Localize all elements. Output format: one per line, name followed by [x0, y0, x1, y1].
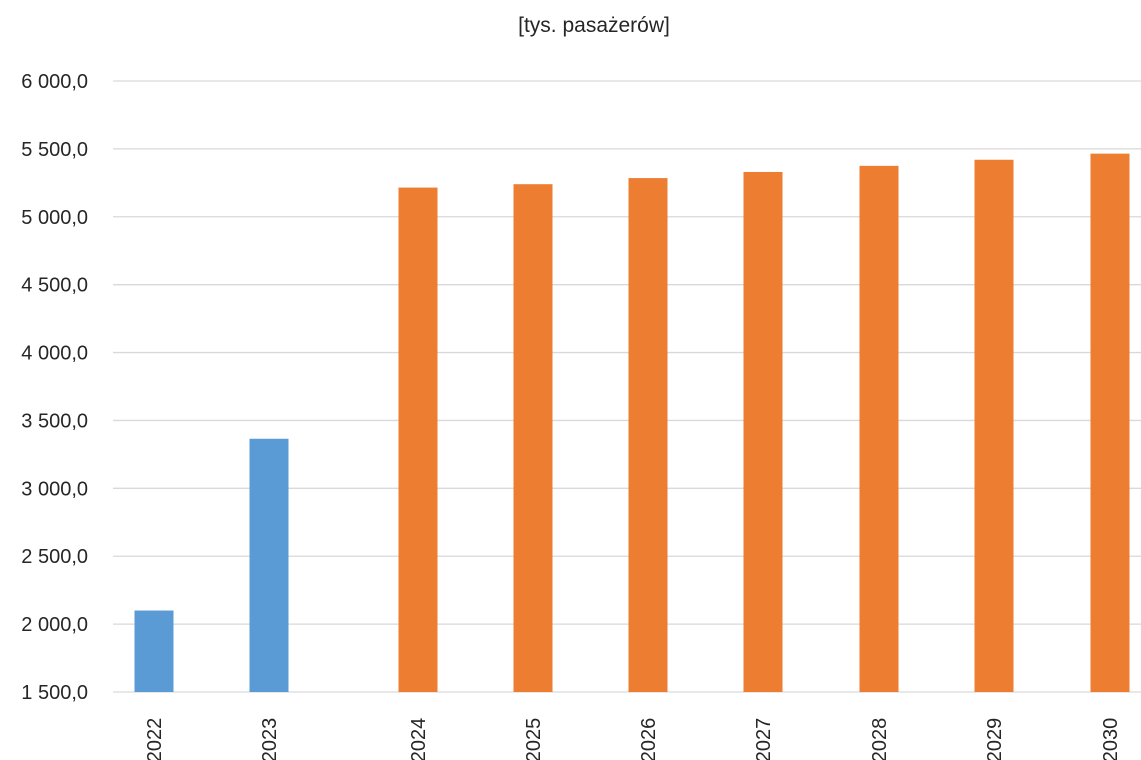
x-tick-label: 2026: [638, 718, 660, 760]
x-tick-label: 2027: [753, 718, 775, 760]
bar-2025: [513, 184, 553, 693]
y-tick-label: 5 500,0: [21, 139, 88, 161]
x-tick-label: 2028: [869, 718, 891, 760]
bar-2030: [1090, 153, 1130, 692]
y-tick-label: 4 500,0: [21, 275, 88, 297]
bar-2027: [743, 171, 783, 692]
x-tick-label: 2025: [523, 718, 545, 760]
bar-2029: [974, 159, 1014, 693]
y-tick-label: 1 500,0: [21, 682, 88, 704]
y-tick-label: 6 000,0: [21, 71, 88, 93]
bar-2022: [134, 610, 174, 692]
chart-title: [tys. pasażerów]: [518, 14, 670, 37]
x-tick-label: 2030: [1100, 718, 1122, 760]
y-tick-label: 2 500,0: [21, 546, 88, 568]
y-tick-label: 2 000,0: [21, 614, 88, 636]
y-tick-label: 3 500,0: [21, 410, 88, 432]
bar-2023: [249, 438, 289, 692]
y-tick-label: 3 000,0: [21, 478, 88, 500]
bar-2028: [859, 165, 899, 693]
x-tick-label: 2024: [408, 718, 430, 760]
bar-2026: [628, 178, 668, 692]
bar-2024: [398, 187, 438, 692]
x-tick-label: 2022: [144, 718, 166, 760]
y-tick-label: 5 000,0: [21, 207, 88, 229]
y-tick-label: 4 000,0: [21, 343, 88, 365]
x-tick-label: 2029: [984, 718, 1006, 760]
x-tick-label: 2023: [259, 718, 281, 760]
